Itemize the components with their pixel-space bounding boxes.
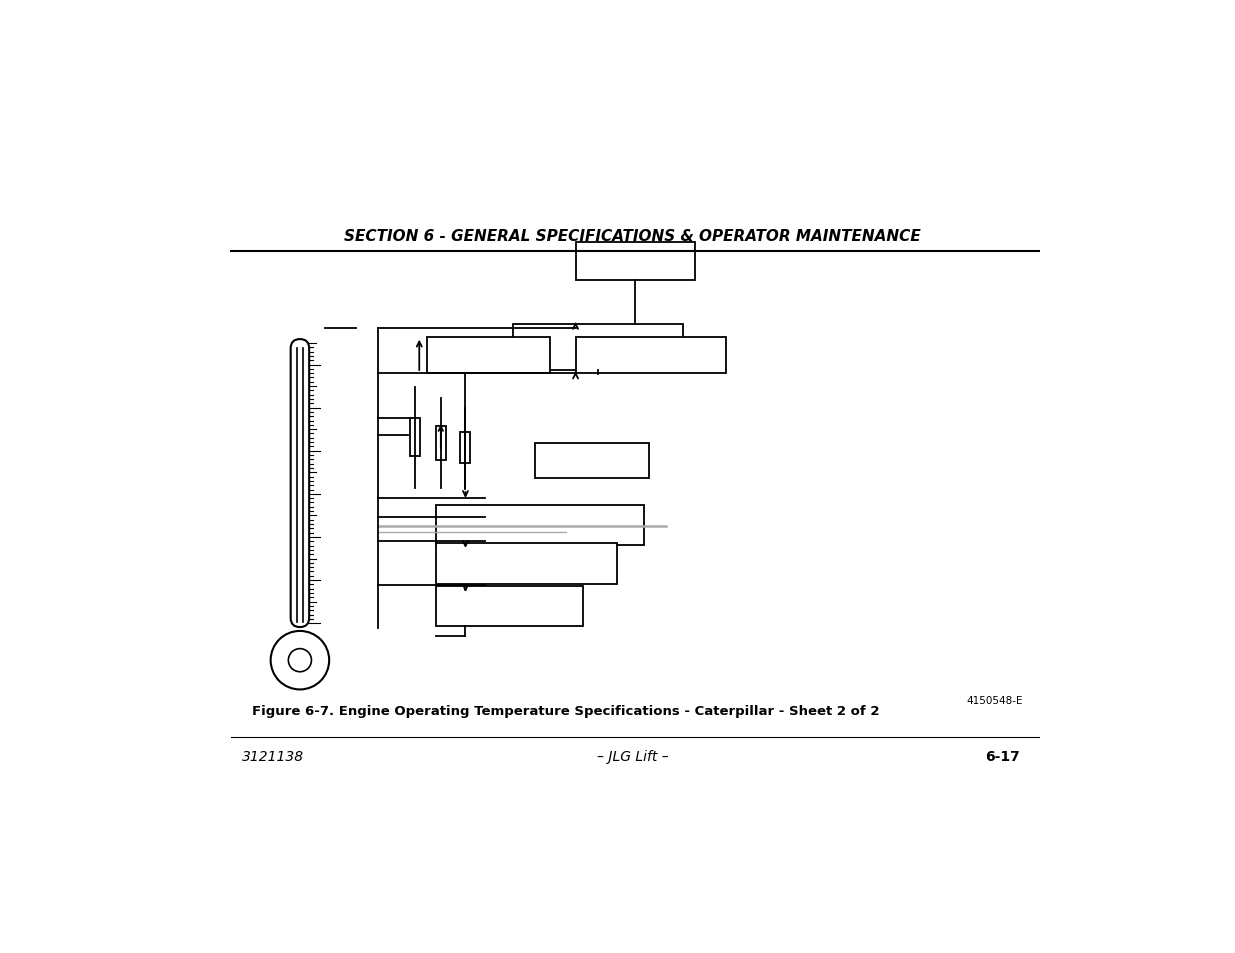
Bar [427,337,550,374]
Text: 4150548-E: 4150548-E [966,696,1023,705]
Bar [535,443,648,479]
Bar [436,426,446,460]
FancyBboxPatch shape [290,339,309,627]
Bar [576,337,726,374]
Bar [436,587,583,627]
Circle shape [270,631,330,690]
Bar [461,433,471,463]
Bar [410,418,420,456]
Text: 6-17: 6-17 [986,750,1020,763]
Circle shape [288,649,311,672]
Bar [436,543,618,584]
Text: – JLG Lift –: – JLG Lift – [597,750,668,763]
Bar [514,324,683,371]
Text: 3121138: 3121138 [242,750,304,763]
Bar [576,243,695,280]
Bar [436,505,645,545]
Text: Figure 6-7. Engine Operating Temperature Specifications - Caterpillar - Sheet 2 : Figure 6-7. Engine Operating Temperature… [252,705,879,718]
Text: SECTION 6 - GENERAL SPECIFICATIONS & OPERATOR MAINTENANCE: SECTION 6 - GENERAL SPECIFICATIONS & OPE… [345,229,921,244]
